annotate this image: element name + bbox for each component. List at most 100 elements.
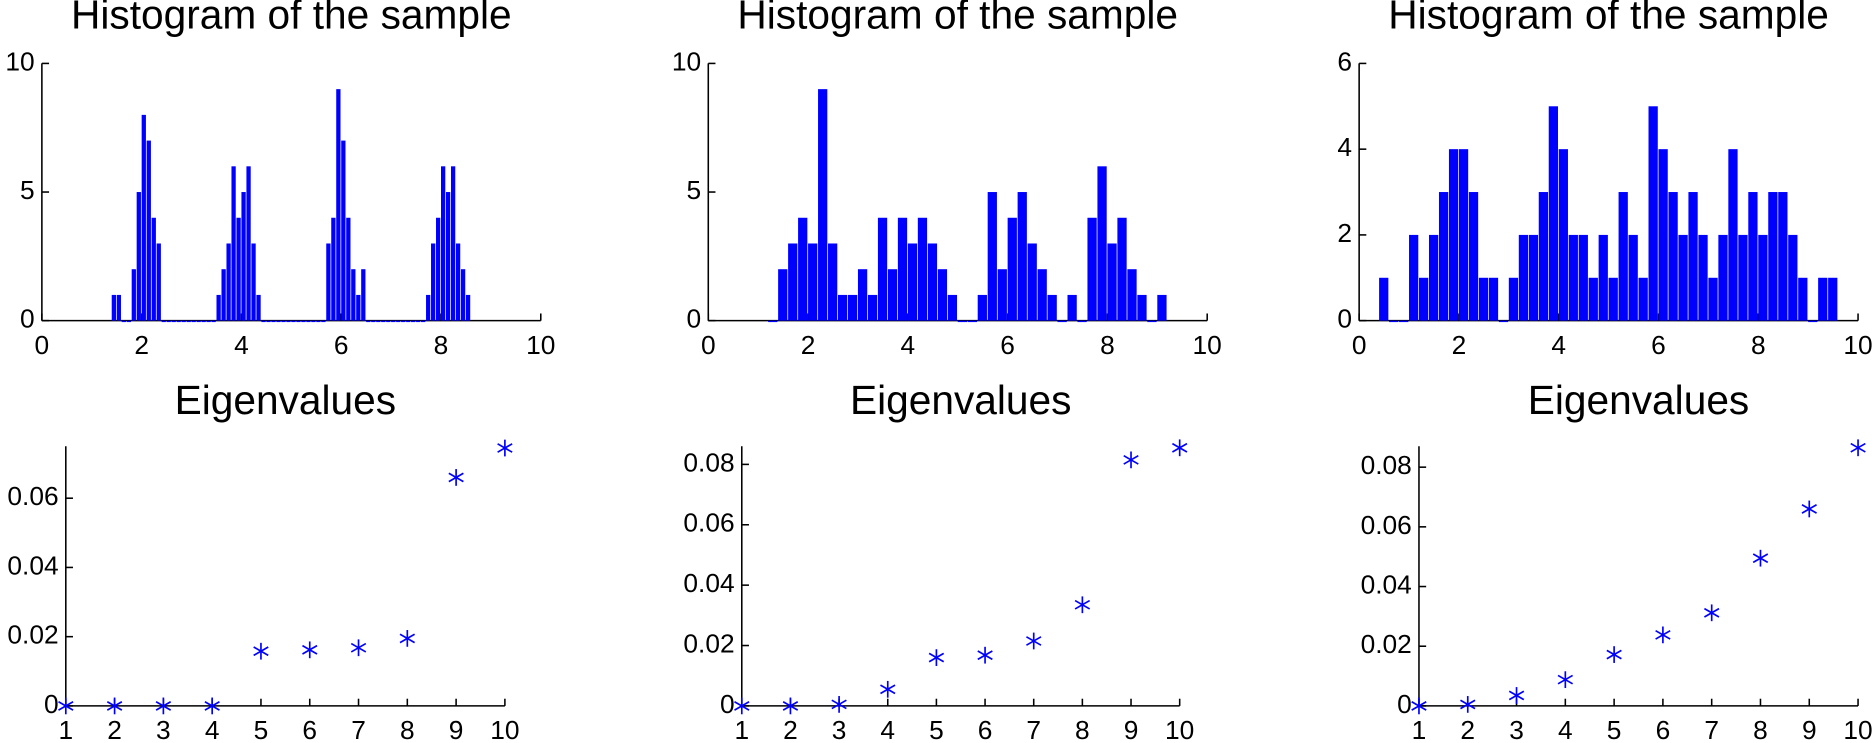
bar — [1137, 294, 1147, 321]
bar — [828, 243, 838, 321]
marker-stroke — [928, 652, 945, 663]
x-tick-label: 1 — [734, 715, 749, 743]
bar — [1077, 320, 1087, 323]
marker-stroke — [497, 443, 513, 453]
bar — [301, 320, 306, 323]
bar — [271, 320, 276, 323]
bar — [1007, 217, 1017, 321]
bar — [857, 269, 868, 321]
marker-stroke — [448, 472, 464, 483]
x-tick-label: 10 — [1193, 330, 1222, 360]
bar — [1808, 320, 1818, 323]
bar — [1117, 217, 1127, 321]
bar — [361, 269, 366, 321]
bar — [907, 243, 918, 321]
bar — [336, 89, 341, 321]
bar — [266, 320, 271, 323]
bar — [241, 192, 246, 321]
x-tick-label: 8 — [1753, 715, 1768, 743]
marker — [1606, 646, 1622, 663]
bar — [997, 269, 1007, 321]
x-tick-label: 1 — [1412, 715, 1427, 743]
bar — [211, 320, 216, 323]
bar — [818, 89, 828, 321]
x-tick-label: 0 — [1352, 330, 1367, 360]
y-tick-label: 0 — [44, 689, 59, 719]
bar — [768, 320, 778, 323]
x-tick-label: 8 — [1751, 330, 1766, 360]
bar — [1758, 234, 1768, 321]
marker-stroke — [204, 700, 220, 711]
y-tick-label: 0.02 — [7, 620, 58, 650]
x-tick-label: 6 — [1000, 330, 1015, 360]
bar — [441, 166, 446, 321]
bar — [1708, 277, 1718, 321]
bar — [847, 294, 858, 321]
bar — [426, 294, 431, 321]
marker-stroke — [1171, 442, 1188, 453]
x-tick-label: 3 — [1509, 715, 1524, 743]
bar — [1488, 277, 1499, 321]
bar — [1127, 269, 1137, 321]
y-tick-label: 10 — [5, 46, 34, 76]
bar — [1588, 277, 1598, 321]
x-tick-label: 7 — [351, 715, 366, 743]
x-tick-label: 6 — [302, 715, 317, 743]
bar — [798, 217, 808, 321]
y-tick-label: 2 — [1337, 218, 1352, 248]
bar — [236, 217, 241, 321]
bar — [1618, 192, 1628, 321]
y-tick-label: 6 — [1337, 46, 1352, 76]
bar — [937, 269, 948, 321]
marker — [155, 697, 172, 715]
bar — [1518, 234, 1529, 321]
y-tick-label: 0.06 — [683, 508, 734, 538]
bar — [1428, 234, 1439, 321]
marker — [928, 649, 945, 666]
x-tick-label: 9 — [1802, 715, 1817, 743]
bar — [1107, 243, 1117, 321]
bar — [1698, 234, 1708, 321]
x-tick-label: 3 — [156, 715, 171, 743]
bar — [351, 269, 356, 321]
bar — [1399, 320, 1409, 323]
x-tick-label: 4 — [205, 715, 220, 743]
bar — [1508, 277, 1519, 321]
bar — [206, 320, 211, 323]
bar — [366, 320, 371, 323]
x-tick-label: 6 — [978, 715, 993, 743]
bar — [1788, 234, 1798, 321]
bar — [1379, 277, 1389, 321]
bar — [201, 320, 206, 323]
marker — [350, 639, 367, 657]
bar — [386, 320, 391, 323]
bar — [967, 320, 977, 323]
bar — [808, 243, 818, 321]
bar — [838, 294, 848, 321]
marker-stroke — [1460, 699, 1476, 710]
bar — [356, 294, 361, 321]
bar — [450, 166, 456, 321]
bar — [1157, 294, 1167, 321]
marker — [58, 697, 74, 715]
bar — [1419, 277, 1429, 321]
x-tick-label: 2 — [107, 715, 122, 743]
marker-stroke — [1026, 636, 1042, 646]
x-tick-label: 6 — [1656, 715, 1671, 743]
bar — [251, 243, 256, 321]
marker-stroke — [1606, 649, 1622, 660]
bar — [111, 294, 116, 321]
bar — [256, 294, 261, 321]
x-tick-label: 1 — [58, 715, 73, 743]
marker — [1460, 696, 1476, 713]
marker — [1703, 604, 1720, 622]
marker-stroke — [1508, 690, 1525, 701]
y-tick-label: 0.04 — [1361, 569, 1412, 599]
marker-stroke — [977, 650, 993, 661]
bar — [977, 294, 987, 321]
marker-stroke — [106, 700, 123, 711]
bar — [291, 320, 296, 323]
x-tick-label: 0 — [701, 330, 716, 360]
y-tick-label: 0 — [686, 304, 701, 334]
bar — [136, 192, 141, 321]
